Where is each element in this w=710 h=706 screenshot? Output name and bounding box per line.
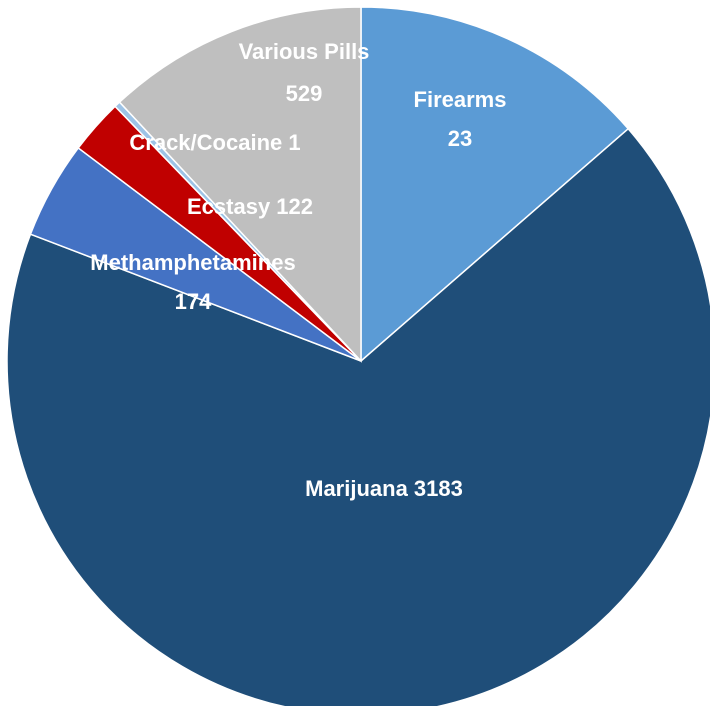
pie-slice-various-pills	[118, 6, 362, 363]
slice-label-methamphetamines-line-1: Methamphetamines	[90, 250, 295, 275]
slice-label-marijuana-line-1: Marijuana 3183	[305, 476, 463, 501]
pie-slice-marijuana	[6, 127, 710, 706]
slice-label-firearms-line-2: 23	[448, 126, 472, 151]
pie-slice-firearms	[360, 6, 630, 363]
pie-labels: Firearms 23 Marijuana 3183 Methamphetamines…	[90, 39, 506, 501]
slice-label-various-pills-line-1: Various Pills	[239, 39, 370, 64]
slice-label-crack-cocaine-line-1: Crack/Cocaine 1	[129, 130, 300, 155]
slice-label-firearms-line-1: Firearms	[414, 87, 507, 112]
slice-label-various-pills-line-2: 529	[286, 81, 323, 106]
slice-label-ecstasy-line-1: Ecstasy 122	[187, 194, 313, 219]
pie-slices	[6, 6, 710, 706]
slice-label-methamphetamines-line-2: 174	[175, 289, 212, 314]
